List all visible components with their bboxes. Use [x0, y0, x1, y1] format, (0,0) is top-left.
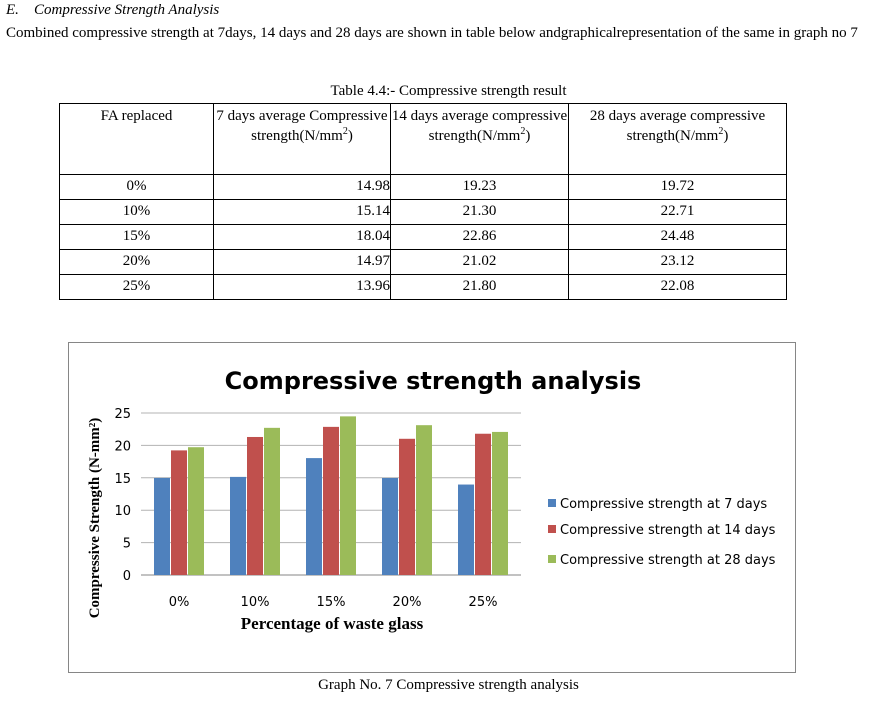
legend-swatch — [548, 555, 556, 563]
bar — [171, 450, 187, 575]
chart-frame: Compressive strength analysis 0 5 10 15 20 25… — [68, 342, 796, 673]
legend-swatch — [548, 499, 556, 507]
cell-28d: 22.71 — [568, 199, 787, 225]
x-tick-label: 10% — [241, 595, 270, 610]
cell-28d: 23.12 — [568, 249, 787, 275]
table-row: 15% 18.04 22.86 24.48 — [59, 224, 787, 250]
cell-fa: 15% — [59, 224, 214, 250]
y-axis-ticks: 0 5 10 15 20 25 — [114, 407, 131, 584]
legend-label: Compressive strength at 7 days — [560, 497, 767, 512]
bar — [382, 477, 398, 575]
table-row: 20% 14.97 21.02 23.12 — [59, 249, 787, 275]
table-row: 0% 14.98 19.23 19.72 — [59, 174, 787, 200]
header-14-days: 14 days average compressive strength(N/m… — [390, 103, 569, 175]
results-table: FA replaced 7 days average Compressive s… — [59, 103, 787, 300]
figure-caption: Graph No. 7 Compressive strength analysi… — [318, 677, 579, 693]
section-heading: E. Compressive Strength Analysis — [6, 2, 219, 19]
bar — [416, 425, 432, 575]
bar — [264, 427, 280, 575]
x-tick-label: 25% — [469, 595, 498, 610]
bar — [475, 433, 491, 575]
cell-7d: 14.98 — [213, 174, 391, 200]
x-tick-label: 15% — [317, 595, 346, 610]
legend-label: Compressive strength at 14 days — [560, 523, 776, 538]
cell-28d: 24.48 — [568, 224, 787, 250]
section-title: Compressive Strength Analysis — [34, 2, 220, 18]
bar — [188, 447, 204, 575]
x-axis-ticks: 0% 10% 15% 20% 25% — [169, 595, 498, 610]
x-axis-title: Percentage of waste glass — [241, 614, 424, 633]
bar — [340, 416, 356, 575]
legend: Compressive strength at 7 days Compressiv… — [548, 497, 776, 568]
cell-fa: 0% — [59, 174, 214, 200]
cell-fa: 10% — [59, 199, 214, 225]
legend-swatch — [548, 525, 556, 533]
bars — [154, 416, 508, 575]
bar — [458, 484, 474, 575]
cell-7d: 14.97 — [213, 249, 391, 275]
y-tick-label: 5 — [123, 537, 131, 552]
y-tick-label: 10 — [114, 504, 131, 519]
x-tick-label: 0% — [169, 595, 190, 610]
header-fa-replaced: FA replaced — [59, 103, 214, 175]
y-tick-label: 15 — [114, 472, 131, 487]
cell-7d: 13.96 — [213, 274, 391, 300]
table-header-row: FA replaced 7 days average Compressive s… — [59, 103, 787, 175]
header-7-days: 7 days average Compressive strength(N/mm… — [213, 103, 391, 175]
bar — [399, 438, 415, 575]
bar — [492, 431, 508, 575]
cell-fa: 20% — [59, 249, 214, 275]
cell-fa: 25% — [59, 274, 214, 300]
x-tick-label: 20% — [393, 595, 422, 610]
cell-28d: 19.72 — [568, 174, 787, 200]
cell-14d: 19.23 — [390, 174, 569, 200]
compressive-strength-chart: Compressive strength analysis 0 5 10 15 20 25… — [87, 367, 776, 633]
bar — [230, 476, 246, 575]
bar — [154, 477, 170, 575]
intro-paragraph: Combined compressive strength at 7days, … — [6, 25, 858, 41]
cell-14d: 21.80 — [390, 274, 569, 300]
table-caption: Table 4.4:- Compressive strength result — [330, 83, 567, 99]
header-28-days: 28 days average compressive strength(N/m… — [568, 103, 787, 175]
cell-7d: 18.04 — [213, 224, 391, 250]
y-axis-title: Compressive Strength (N-mm²) — [87, 418, 103, 619]
y-tick-label: 20 — [114, 439, 131, 454]
bar — [247, 436, 263, 575]
y-tick-label: 0 — [123, 569, 131, 584]
bar — [323, 426, 339, 575]
section-number: E. — [6, 2, 19, 18]
chart-title: Compressive strength analysis — [225, 367, 642, 395]
table-row: 10% 15.14 21.30 22.71 — [59, 199, 787, 225]
cell-14d: 21.02 — [390, 249, 569, 275]
cell-7d: 15.14 — [213, 199, 391, 225]
table-row: 25% 13.96 21.80 22.08 — [59, 274, 787, 300]
cell-14d: 22.86 — [390, 224, 569, 250]
y-tick-label: 25 — [114, 407, 131, 422]
cell-14d: 21.30 — [390, 199, 569, 225]
legend-label: Compressive strength at 28 days — [560, 553, 776, 568]
bar — [306, 458, 322, 575]
cell-28d: 22.08 — [568, 274, 787, 300]
